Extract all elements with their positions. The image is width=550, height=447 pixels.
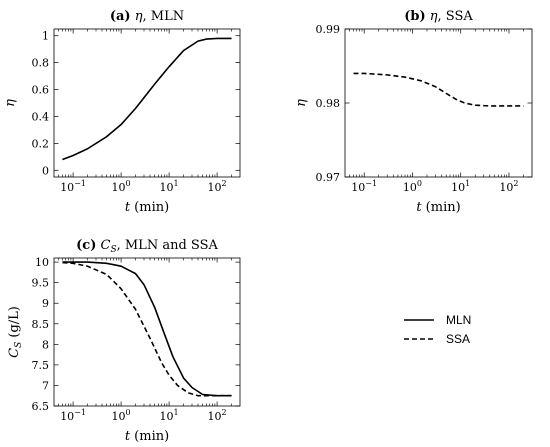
- title-variable: C: [100, 238, 110, 253]
- x-tick-label: 101: [451, 179, 470, 194]
- x-tick-label: 102: [499, 179, 518, 194]
- title-rest: , MLN: [143, 9, 185, 24]
- x-tick-label: 10−1: [351, 179, 377, 194]
- y-tick-label: 8: [42, 338, 49, 351]
- series-line-ssa: [62, 261, 232, 397]
- y-tick-label: 9.5: [32, 277, 50, 290]
- x-tick-label: 100: [403, 179, 422, 194]
- y-tick-label: 0.2: [32, 137, 50, 150]
- title-letter: (c): [76, 238, 96, 253]
- series-line-ssa: [353, 72, 524, 107]
- x-tick-label: 102: [208, 408, 227, 423]
- title-rest: , SSA: [438, 9, 474, 24]
- plot-frame: [53, 28, 241, 178]
- x-tick-label: 101: [160, 408, 179, 423]
- series-line-mln: [62, 261, 232, 397]
- x-tick-label: 100: [112, 179, 131, 194]
- x-tick-label: 102: [208, 179, 227, 194]
- chart-panel-2: (c) CS, MLN and SSA 10−1 100 101 102 6.5 7 7.5 8…: [7, 238, 241, 444]
- chart-title: (a) η, MLN: [110, 9, 184, 24]
- chart-title: (b) η, SSA: [404, 9, 473, 24]
- chart-title: (c) CS, MLN and SSA: [76, 238, 218, 255]
- y-tick-label: 7.5: [32, 359, 50, 372]
- y-axis-label: CS (g/L): [7, 306, 24, 358]
- y-tick-label: 1: [42, 30, 49, 43]
- series-line-mln: [62, 37, 232, 161]
- y-tick-label: 6.5: [32, 400, 50, 413]
- y-tick-label: 0.98: [316, 97, 341, 110]
- y-tick-label: 0.4: [32, 110, 50, 123]
- x-axis-label: t (min): [125, 200, 169, 215]
- y-tick-label: 9: [42, 297, 49, 310]
- y-tick-label: 10: [35, 256, 49, 269]
- y-axis-label: η: [294, 99, 309, 107]
- x-tick-label: 10−1: [60, 408, 86, 423]
- x-tick-label: 101: [160, 179, 179, 194]
- y-tick-label: 0: [42, 164, 49, 177]
- x-axis-label: t (min): [125, 429, 169, 444]
- plot-frame: [53, 257, 241, 407]
- y-tick-label: 0.6: [32, 84, 50, 97]
- title-subscript: S: [110, 245, 116, 255]
- title-letter: (a): [110, 9, 131, 24]
- title-variable: η: [135, 9, 143, 24]
- legend-label-mln: MLN: [446, 313, 471, 327]
- y-tick-label: 0.8: [32, 57, 50, 70]
- title-letter: (b): [404, 9, 425, 24]
- y-tick-label: 7: [42, 379, 49, 392]
- x-tick-label: 100: [112, 408, 131, 423]
- y-tick-label: 0.99: [316, 23, 341, 36]
- y-tick-label: 0.97: [316, 171, 341, 184]
- title-rest: , MLN and SSA: [117, 238, 219, 253]
- plot-frame: [344, 28, 533, 178]
- x-tick-label: 10−1: [60, 179, 86, 194]
- y-axis-label: η: [3, 99, 18, 107]
- legend: MLN SSA: [404, 313, 471, 346]
- title-variable: η: [430, 9, 438, 24]
- legend-label-ssa: SSA: [446, 332, 470, 346]
- x-axis-label: t (min): [416, 200, 460, 215]
- y-tick-label: 8.5: [32, 318, 50, 331]
